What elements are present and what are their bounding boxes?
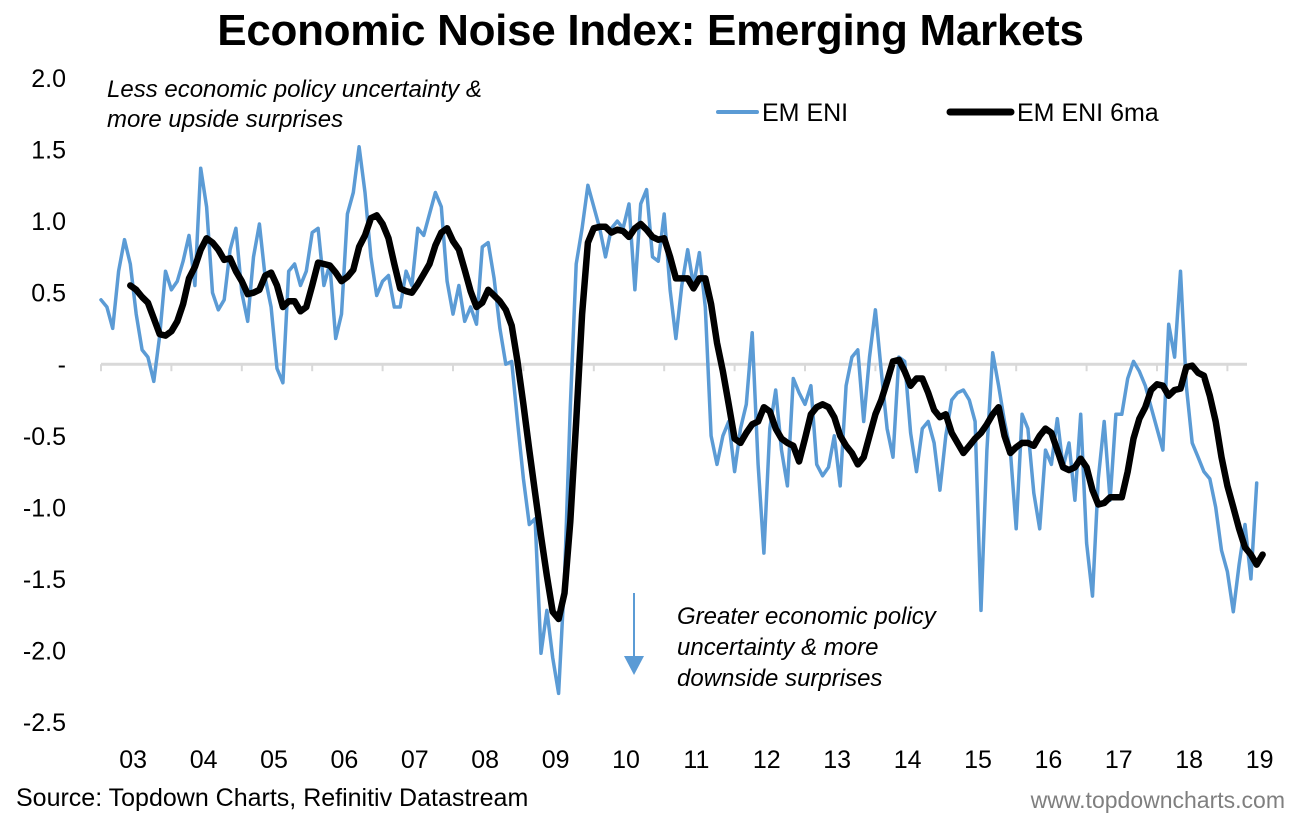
- annotation-bottom-line-2: uncertainty & more: [677, 634, 878, 661]
- x-tick-label: 18: [1175, 746, 1203, 774]
- x-tick-label: 19: [1246, 746, 1274, 774]
- x-tick-label: 13: [823, 746, 851, 774]
- y-tick-label: -2.5: [23, 709, 66, 737]
- x-tick-label: 16: [1034, 746, 1062, 774]
- x-tick-label: 14: [894, 746, 922, 774]
- y-tick-label: -2.0: [23, 637, 66, 665]
- x-tick-label: 03: [119, 746, 147, 774]
- y-axis: 2.0 1.5 1.0 0.5 - -0.5 -1.0 -1.5 -2.0 -2.5: [23, 65, 66, 737]
- x-tick-label: 08: [471, 746, 499, 774]
- y-tick-label: -1.5: [23, 566, 66, 594]
- website-link[interactable]: www.topdowncharts.com: [1030, 787, 1285, 813]
- x-tick-label: 12: [753, 746, 781, 774]
- legend: EM ENI EM ENI 6ma: [716, 99, 1159, 127]
- y-tick-label: -: [58, 351, 66, 379]
- series-line-em-eni-6ma: [127, 212, 1266, 623]
- x-tick-label: 05: [260, 746, 288, 774]
- legend-label-em-eni: EM ENI: [762, 99, 848, 127]
- x-tick-label: 11: [683, 746, 709, 774]
- source-note: Source: Topdown Charts, Refinitiv Datast…: [16, 784, 529, 812]
- annotation-bottom: Greater economic policy uncertainty & mo…: [624, 593, 938, 692]
- legend-label-em-eni-6ma: EM ENI 6ma: [1017, 99, 1159, 127]
- legend-item-em-eni[interactable]: EM ENI: [716, 99, 848, 127]
- y-tick-label: 0.5: [31, 280, 66, 308]
- annotation-top-line-2: more upside surprises: [107, 106, 343, 133]
- x-tick-label: 09: [542, 746, 570, 774]
- y-tick-label: -1.0: [23, 494, 66, 522]
- annotation-top: Less economic policy uncertainty & more …: [107, 76, 482, 133]
- legend-item-em-eni-6ma[interactable]: EM ENI 6ma: [946, 99, 1159, 127]
- x-tick-label: 15: [964, 746, 992, 774]
- series-layer: [99, 144, 1266, 696]
- y-tick-label: -0.5: [23, 423, 66, 451]
- y-tick-label: 2.0: [31, 65, 66, 93]
- x-tick-label: 07: [401, 746, 429, 774]
- annotation-bottom-line-3: downside surprises: [677, 665, 882, 692]
- x-tick-label: 04: [190, 746, 218, 774]
- x-axis: 03 04 05 06 07 08 09 10 11 12 13 14 15 16 17 18 19: [100, 362, 1274, 774]
- x-tick-label: 06: [330, 746, 358, 774]
- y-tick-label: 1.0: [31, 208, 66, 236]
- y-tick-label: 1.5: [31, 137, 66, 165]
- down-arrow-icon: [624, 656, 644, 675]
- chart-title: Economic Noise Index: Emerging Markets: [217, 6, 1084, 55]
- annotation-top-line-1: Less economic policy uncertainty &: [107, 76, 482, 103]
- x-tick-label: 17: [1105, 746, 1133, 774]
- annotation-bottom-line-1: Greater economic policy: [677, 603, 938, 630]
- x-tick-label: 10: [612, 746, 640, 774]
